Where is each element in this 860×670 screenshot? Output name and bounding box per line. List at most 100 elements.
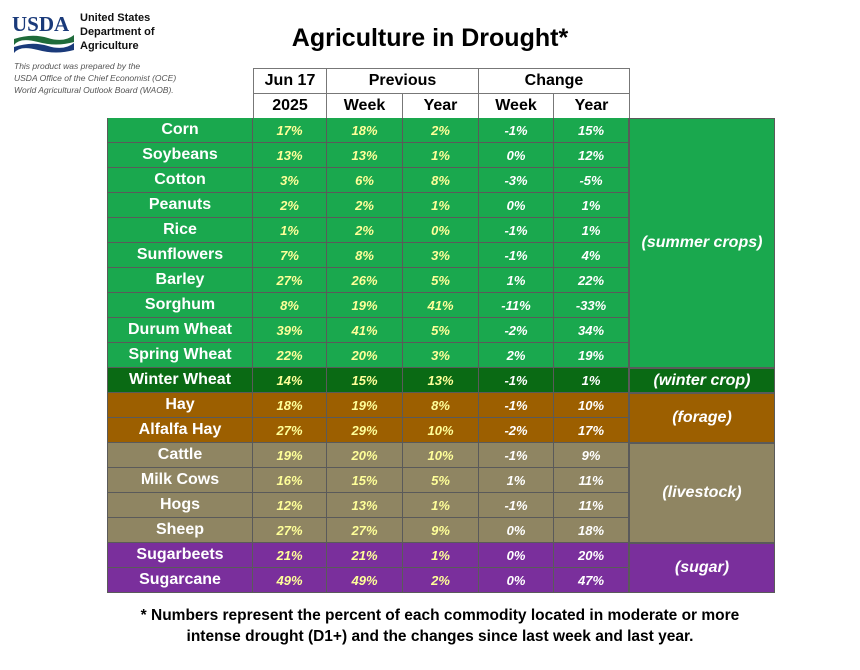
commodity-name: Sugarbeets <box>107 543 253 568</box>
table-row: Hogs 12% 13% 1% -1% 11% <box>107 493 629 518</box>
table-row: Sugarcane 49% 49% 2% 0% 47% <box>107 568 629 593</box>
value-cell: 10% <box>403 418 479 443</box>
value-cell: 49% <box>253 568 327 593</box>
table-row: Sunflowers 7% 8% 3% -1% 4% <box>107 243 629 268</box>
value-cell: 17% <box>554 418 629 443</box>
value-cell: -1% <box>479 118 554 143</box>
commodity-name: Milk Cows <box>107 468 253 493</box>
footnote-line: intense drought (D1+) and the changes si… <box>186 628 694 645</box>
value-cell: 2% <box>479 343 554 368</box>
value-cell: 5% <box>403 318 479 343</box>
group-label-livestock: (livestock) <box>629 443 775 543</box>
header-change-week: Week <box>478 93 554 119</box>
table-row: Soybeans 13% 13% 1% 0% 12% <box>107 143 629 168</box>
header-change-year: Year <box>553 93 630 119</box>
value-cell: 49% <box>327 568 403 593</box>
group-label-forage: (forage) <box>629 393 775 443</box>
value-cell: 2% <box>327 218 403 243</box>
table-row: Rice 1% 2% 0% -1% 1% <box>107 218 629 243</box>
value-cell: 11% <box>554 468 629 493</box>
value-cell: 20% <box>554 543 629 568</box>
credit-line: USDA Office of the Chief Economist (OCE) <box>14 73 177 83</box>
value-cell: 0% <box>479 568 554 593</box>
value-cell: 39% <box>253 318 327 343</box>
value-cell: -33% <box>554 293 629 318</box>
table-row: Corn 17% 18% 2% -1% 15% <box>107 118 629 143</box>
credit-note: This product was prepared by the USDA Of… <box>14 60 176 96</box>
table-row: Spring Wheat 22% 20% 3% 2% 19% <box>107 343 629 368</box>
group-label-winter: (winter crop) <box>629 368 775 393</box>
commodity-name: Sugarcane <box>107 568 253 593</box>
value-cell: 13% <box>403 368 479 393</box>
table-row: Sheep 27% 27% 9% 0% 18% <box>107 518 629 543</box>
commodity-name: Hay <box>107 393 253 418</box>
value-cell: 2% <box>327 193 403 218</box>
value-cell: -2% <box>479 418 554 443</box>
commodity-name: Cotton <box>107 168 253 193</box>
value-cell: 22% <box>253 343 327 368</box>
value-cell: -11% <box>479 293 554 318</box>
value-cell: 17% <box>253 118 327 143</box>
value-cell: -1% <box>479 243 554 268</box>
value-cell: 1% <box>554 193 629 218</box>
value-cell: 12% <box>554 143 629 168</box>
value-cell: 19% <box>327 393 403 418</box>
org-line: Agriculture <box>80 40 139 52</box>
commodity-name: Hogs <box>107 493 253 518</box>
value-cell: 18% <box>253 393 327 418</box>
value-cell: 1% <box>253 218 327 243</box>
table-row: Barley 27% 26% 5% 1% 22% <box>107 268 629 293</box>
value-cell: 18% <box>554 518 629 543</box>
commodity-name: Rice <box>107 218 253 243</box>
table-row: Peanuts 2% 2% 1% 0% 1% <box>107 193 629 218</box>
footnote: * Numbers represent the percent of each … <box>100 605 780 647</box>
commodity-name: Barley <box>107 268 253 293</box>
value-cell: 1% <box>554 368 629 393</box>
value-cell: 10% <box>403 443 479 468</box>
value-cell: 19% <box>253 443 327 468</box>
table-row: Milk Cows 16% 15% 5% 1% 11% <box>107 468 629 493</box>
value-cell: -1% <box>479 393 554 418</box>
commodity-name: Alfalfa Hay <box>107 418 253 443</box>
value-cell: 47% <box>554 568 629 593</box>
credit-line: This product was prepared by the <box>14 61 141 71</box>
value-cell: 34% <box>554 318 629 343</box>
commodity-name: Winter Wheat <box>107 368 253 393</box>
value-cell: 1% <box>554 218 629 243</box>
value-cell: 27% <box>253 418 327 443</box>
commodity-name: Corn <box>107 118 253 143</box>
value-cell: 8% <box>403 393 479 418</box>
value-cell: 29% <box>327 418 403 443</box>
value-cell: 21% <box>253 543 327 568</box>
header-prev-year: Year <box>402 93 479 119</box>
value-cell: 15% <box>327 368 403 393</box>
usda-logo: USDA <box>12 12 74 53</box>
department-name: United States Department of Agriculture <box>80 11 155 53</box>
value-cell: 10% <box>554 393 629 418</box>
value-cell: 41% <box>327 318 403 343</box>
value-cell: 2% <box>253 193 327 218</box>
value-cell: -2% <box>479 318 554 343</box>
value-cell: 26% <box>327 268 403 293</box>
value-cell: 19% <box>554 343 629 368</box>
commodity-name: Sheep <box>107 518 253 543</box>
header-jun17: Jun 17 <box>253 68 327 94</box>
commodity-name: Cattle <box>107 443 253 468</box>
value-cell: 15% <box>327 468 403 493</box>
commodity-name: Sunflowers <box>107 243 253 268</box>
value-cell: 13% <box>327 143 403 168</box>
table-row: Hay 18% 19% 8% -1% 10% <box>107 393 629 418</box>
footnote-line: * Numbers represent the percent of each … <box>140 607 740 624</box>
value-cell: 18% <box>327 118 403 143</box>
group-label-summer: (summer crops) <box>629 118 775 368</box>
value-cell: 27% <box>327 518 403 543</box>
value-cell: 6% <box>327 168 403 193</box>
value-cell: 19% <box>327 293 403 318</box>
value-cell: 22% <box>554 268 629 293</box>
value-cell: 4% <box>554 243 629 268</box>
value-cell: 27% <box>253 268 327 293</box>
table-row: Winter Wheat 14% 15% 13% -1% 1% <box>107 368 629 393</box>
value-cell: 1% <box>479 268 554 293</box>
value-cell: 41% <box>403 293 479 318</box>
value-cell: -5% <box>554 168 629 193</box>
